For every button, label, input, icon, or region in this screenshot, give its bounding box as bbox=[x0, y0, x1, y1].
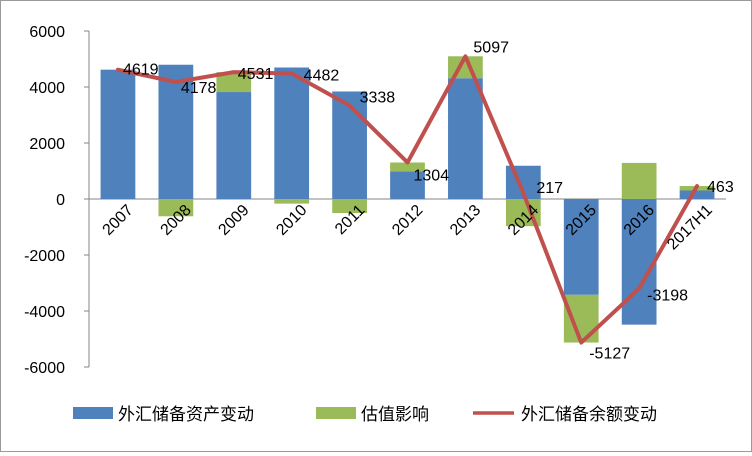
legend-label-asset-change: 外汇储备资产变动 bbox=[118, 405, 254, 425]
bar-asset-change bbox=[332, 91, 367, 199]
legend-label-valuation: 估值影响 bbox=[361, 405, 429, 425]
data-label: 3338 bbox=[360, 90, 396, 107]
category-label: 2012 bbox=[389, 202, 426, 239]
data-label: -3198 bbox=[647, 288, 688, 305]
line-series-group bbox=[115, 54, 700, 345]
legend-label-balance-change: 外汇储备余额变动 bbox=[521, 405, 657, 425]
bar-asset-change bbox=[448, 78, 483, 199]
bar-asset-change bbox=[158, 64, 194, 199]
bar-asset-change bbox=[563, 199, 599, 295]
legend-swatch-valuation bbox=[316, 407, 356, 419]
legend: 外汇储备资产变动 估值影响 外汇储备余额变动 bbox=[73, 405, 657, 425]
bar-valuation bbox=[621, 162, 657, 199]
bar-asset-change bbox=[679, 190, 715, 199]
category-label: 2007 bbox=[100, 202, 137, 239]
bar-valuation bbox=[216, 72, 252, 93]
y-tick-label: 2000 bbox=[29, 136, 65, 153]
bar-valuation bbox=[274, 199, 310, 204]
data-labels: 4619 4178 4531 4482 3338 1304 5097 217 -5127 -319… bbox=[123, 39, 734, 362]
bar-asset-change bbox=[274, 67, 310, 200]
data-label: 463 bbox=[707, 179, 734, 196]
y-tick-label: -2000 bbox=[24, 248, 65, 265]
data-label: 217 bbox=[536, 180, 563, 197]
data-label: 5097 bbox=[473, 39, 509, 56]
bar-asset-change bbox=[216, 92, 252, 199]
category-label: 2010 bbox=[273, 202, 310, 239]
y-tick-label: -6000 bbox=[24, 360, 65, 377]
bar-valuation bbox=[390, 162, 425, 172]
data-label: 1304 bbox=[414, 167, 450, 184]
data-label: 4531 bbox=[238, 66, 274, 83]
line-balance-change bbox=[115, 54, 700, 345]
category-label: 2009 bbox=[215, 202, 252, 239]
y-tick-label: 4000 bbox=[29, 80, 65, 97]
y-tick-label: 0 bbox=[56, 192, 65, 209]
bars-group bbox=[100, 56, 715, 343]
bar-asset-change bbox=[390, 171, 425, 199]
data-label: 4482 bbox=[304, 68, 340, 85]
bar-valuation bbox=[332, 199, 367, 214]
bar-valuation bbox=[158, 199, 194, 217]
y-axis-ticks: 6000 4000 2000 0 -2000 -4000 -6000 bbox=[24, 24, 89, 377]
bar-valuation bbox=[563, 294, 599, 343]
data-label: 4178 bbox=[181, 80, 217, 97]
category-label: 2013 bbox=[447, 202, 484, 239]
y-tick-label: 6000 bbox=[29, 24, 65, 41]
y-tick-label: -4000 bbox=[24, 304, 65, 321]
bar-asset-change bbox=[621, 199, 657, 325]
data-label: 4619 bbox=[123, 62, 159, 79]
legend-swatch-asset-change bbox=[73, 407, 113, 419]
data-label: -5127 bbox=[589, 346, 630, 363]
bar-asset-change bbox=[100, 69, 136, 199]
